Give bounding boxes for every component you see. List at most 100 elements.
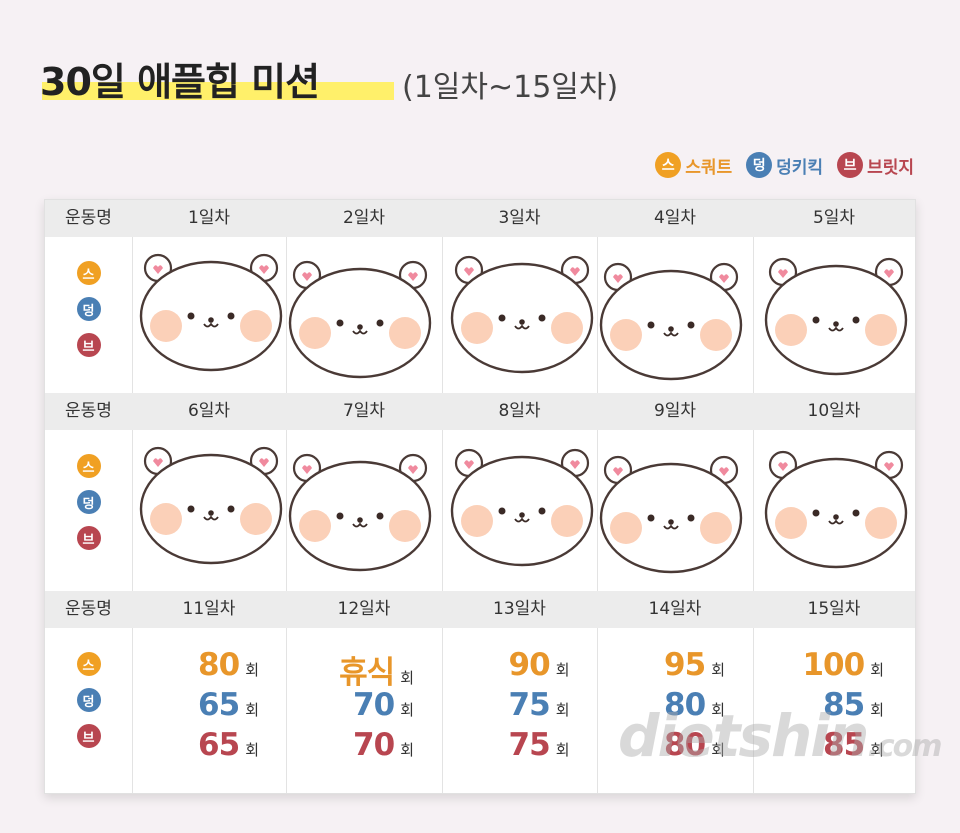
column-divider — [442, 200, 443, 793]
count-value: 70 — [353, 727, 395, 763]
bridge-badge: 브 — [76, 526, 101, 550]
bridge-badge: 브 — [76, 724, 101, 748]
count-unit: 회 — [245, 661, 259, 679]
legend-label: 브릿지 — [867, 157, 914, 178]
count-value: 80 — [198, 647, 240, 683]
day-header: 12일차 — [337, 599, 391, 619]
bridge-count: 65 회 — [149, 727, 259, 763]
day-counts: 100 회 85 회 85 회 — [774, 647, 884, 763]
count-value: 85 — [823, 687, 865, 723]
legend-item-donkey: 덩 덩키킥 — [746, 152, 823, 178]
legend-item-squat: 스 스쿼트 — [655, 152, 732, 178]
squat-count: 100 회 — [774, 647, 884, 683]
squat-badge: 스 — [76, 454, 101, 478]
day-header: 5일차 — [812, 208, 856, 228]
page-title: 30일 애플힙 미션 — [40, 60, 320, 104]
squat-badge: 스 — [655, 152, 682, 178]
donkey-count: 75 회 — [460, 687, 570, 723]
count-unit: 회 — [400, 701, 414, 719]
donkey-badge: 덩 — [76, 297, 101, 321]
exercise-header-label: 운동명 — [65, 401, 112, 421]
bear-sticker-icon — [596, 251, 746, 385]
bridge-count: 75 회 — [460, 727, 570, 763]
count-unit: 회 — [400, 669, 414, 687]
bear-sticker-icon — [136, 242, 286, 376]
bridge-badge: 브 — [76, 333, 101, 357]
day-counts: 휴식 회 70 회 70 회 — [304, 647, 414, 763]
day-counts: 95 회 80 회 80 회 — [615, 647, 725, 763]
bridge-count: 80 회 — [615, 727, 725, 763]
donkey-badge: 덩 — [746, 152, 773, 178]
count-value: 65 — [198, 687, 240, 723]
count-value: 80 — [664, 687, 706, 723]
count-unit: 회 — [400, 741, 414, 759]
day-counts: 90 회 75 회 75 회 — [460, 647, 570, 763]
day-header: 2일차 — [342, 208, 386, 228]
count-value: 95 — [664, 647, 706, 683]
count-unit: 회 — [555, 661, 570, 679]
count-unit: 회 — [711, 701, 725, 719]
bear-sticker-icon — [761, 246, 911, 380]
legend-label: 덩키킥 — [776, 157, 824, 178]
exercise-header-label: 운동명 — [65, 599, 112, 619]
donkey-badge: 덩 — [76, 490, 101, 514]
page-subtitle: (1일차~15일차) — [402, 70, 619, 105]
legend-label: 스쿼트 — [685, 157, 733, 178]
squat-count: 95 회 — [615, 647, 725, 683]
donkey-count: 80 회 — [615, 687, 725, 723]
donkey-count: 70 회 — [304, 687, 414, 723]
count-unit: 회 — [711, 741, 725, 759]
day-header: 7일차 — [342, 401, 386, 421]
bear-sticker-icon — [761, 439, 911, 573]
count-value: 90 — [508, 647, 551, 683]
bear-sticker-icon — [285, 249, 435, 383]
count-value: 75 — [508, 687, 551, 723]
count-value: 85 — [823, 727, 865, 763]
count-unit: 회 — [555, 701, 570, 719]
mission-table: 운동명 1일차 2일차 3일차 4일차 5일차 스 덩 브 운동명 6일차 7일차 8일차 9일차 10일차… — [44, 199, 916, 794]
bridge-count: 70 회 — [304, 727, 414, 763]
day-header: 4일차 — [653, 208, 697, 228]
count-value: 70 — [353, 687, 395, 723]
bear-sticker-icon — [447, 244, 597, 378]
squat-count: 휴식 회 — [304, 647, 414, 691]
count-value: 휴식 — [339, 655, 395, 691]
column-divider — [597, 200, 598, 793]
day-header: 14일차 — [648, 599, 702, 619]
day-header: 9일차 — [653, 401, 697, 421]
count-value: 65 — [198, 727, 240, 763]
day-header: 13일차 — [493, 599, 546, 619]
squat-count: 90 회 — [460, 647, 570, 683]
day-header: 15일차 — [807, 599, 861, 619]
column-divider — [286, 200, 287, 793]
bear-sticker-icon — [136, 435, 286, 569]
day-header: 11일차 — [182, 599, 236, 619]
title-highlight — [42, 82, 394, 100]
bear-sticker-icon — [596, 444, 746, 578]
count-value: 100 — [802, 647, 865, 683]
squat-badge: 스 — [76, 652, 101, 676]
day-header: 3일차 — [498, 208, 541, 228]
exercise-header-label: 운동명 — [65, 208, 112, 228]
day-counts: 80 회 65 회 65 회 — [149, 647, 259, 763]
watermark: dietshin.com — [618, 702, 943, 770]
donkey-count: 85 회 — [774, 687, 884, 723]
header-row: 운동명 6일차 7일차 8일차 9일차 10일차 — [45, 393, 915, 430]
day-header: 1일차 — [187, 208, 231, 228]
count-unit: 회 — [245, 741, 259, 759]
count-unit: 회 — [711, 661, 725, 679]
header-row: 운동명 1일차 2일차 3일차 4일차 5일차 — [45, 200, 915, 237]
day-header: 6일차 — [187, 401, 231, 421]
bridge-count: 85 회 — [774, 727, 884, 763]
count-unit: 회 — [870, 701, 884, 719]
count-value: 80 — [664, 727, 706, 763]
count-unit: 회 — [870, 741, 884, 759]
legend-item-bridge: 브 브릿지 — [837, 152, 914, 178]
column-divider — [753, 200, 754, 793]
legend: 스 스쿼트 덩 덩키킥 브 브릿지 — [655, 152, 914, 178]
donkey-count: 65 회 — [149, 687, 259, 723]
bridge-badge: 브 — [837, 152, 864, 178]
squat-count: 80 회 — [149, 647, 259, 683]
